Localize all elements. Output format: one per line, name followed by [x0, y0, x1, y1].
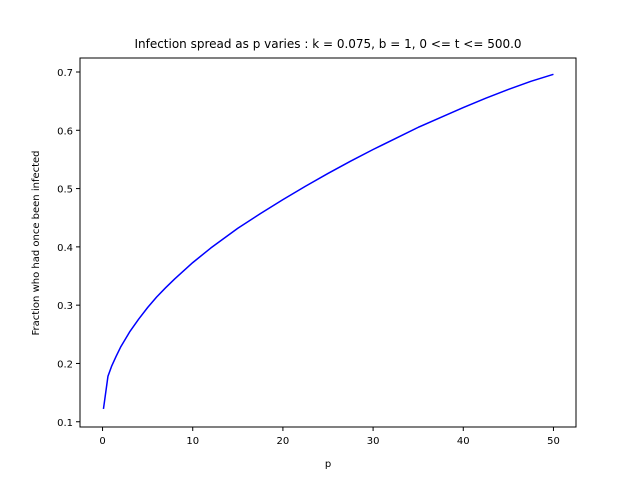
- x-axis-label: p: [325, 459, 331, 470]
- y-tick-label: 0.1: [57, 418, 73, 429]
- series-line: [102, 73, 554, 410]
- chart-title: Infection spread as p varies : k = 0.075…: [134, 37, 521, 51]
- y-tick-label: 0.4: [57, 243, 73, 254]
- x-tick-label: 30: [367, 436, 380, 447]
- x-tick-label: 40: [457, 436, 470, 447]
- x-tick-label: 0: [99, 436, 105, 447]
- axes-frame: [79, 57, 577, 428]
- plot-area: [102, 73, 554, 410]
- x-axis: 0 10 20 30 40 50: [99, 427, 560, 447]
- x-tick-label: 10: [186, 436, 199, 447]
- y-tick-label: 0.2: [57, 359, 73, 370]
- x-tick-label: 20: [277, 436, 290, 447]
- y-tick-label: 0.3: [57, 301, 73, 312]
- y-axis: 0.1 0.2 0.3 0.4 0.5 0.6 0.7: [57, 68, 80, 429]
- x-tick-label: 50: [547, 436, 560, 447]
- y-tick-label: 0.7: [57, 68, 73, 79]
- y-tick-label: 0.5: [57, 185, 73, 196]
- y-tick-label: 0.6: [57, 126, 73, 137]
- y-axis-label: Fraction who had once been infected: [31, 150, 42, 335]
